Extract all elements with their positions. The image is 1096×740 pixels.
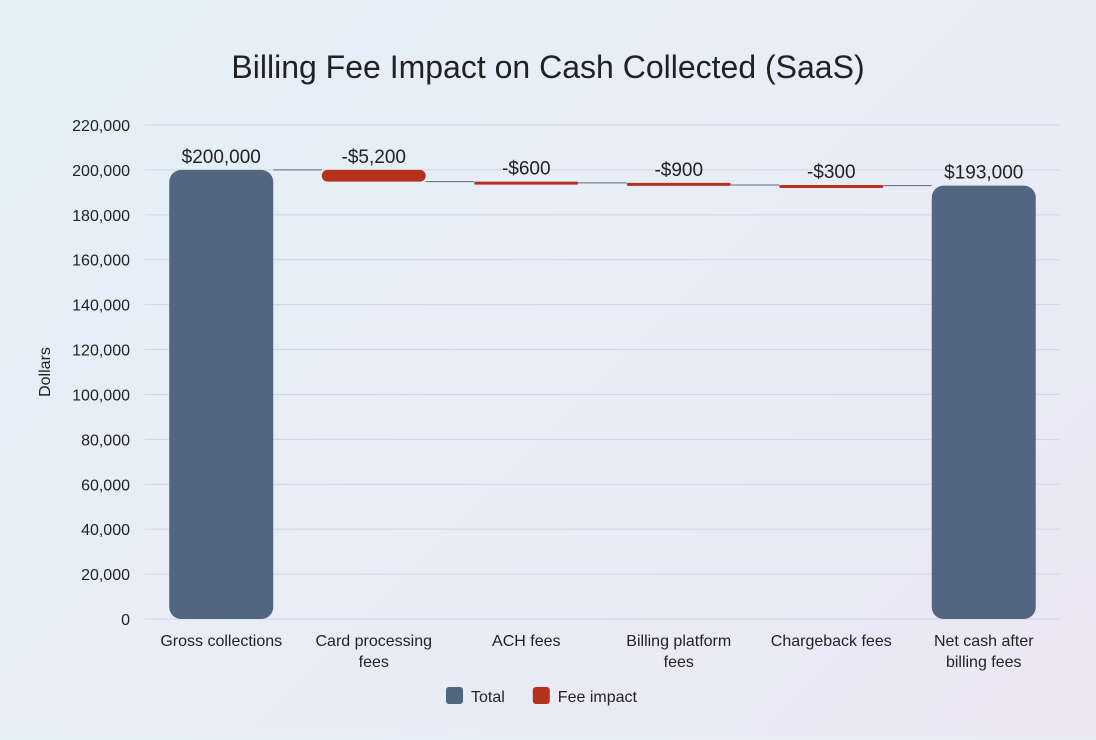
data-label: -$300 xyxy=(807,162,856,183)
y-tick-label: 180,000 xyxy=(72,208,130,225)
x-tick-label: Card processing xyxy=(316,633,433,650)
x-tick-label: fees xyxy=(359,654,389,671)
total-bar xyxy=(931,185,1036,620)
legend-swatch-fee xyxy=(532,687,550,704)
x-tick-label: ACH fees xyxy=(492,633,560,650)
data-label: -$900 xyxy=(654,160,703,181)
legend-swatch-total xyxy=(446,687,463,704)
data-label: -$600 xyxy=(502,159,551,180)
legend-label: Fee impact xyxy=(558,689,638,706)
y-tick-label: 40,000 xyxy=(81,522,130,539)
y-tick-label: 80,000 xyxy=(81,432,130,449)
y-tick-label: 160,000 xyxy=(72,253,130,270)
y-tick-label: 60,000 xyxy=(81,477,130,494)
total-bar xyxy=(169,169,274,619)
fee-bar xyxy=(626,182,731,186)
y-tick-label: 120,000 xyxy=(72,343,130,360)
x-tick-label: Chargeback fees xyxy=(771,633,892,650)
y-tick-label: 220,000 xyxy=(72,118,130,135)
fee-bar xyxy=(779,184,884,188)
fee-bar xyxy=(321,169,426,182)
data-label: -$5,200 xyxy=(342,147,406,168)
data-label: $193,000 xyxy=(944,163,1023,184)
y-tick-label: 200,000 xyxy=(72,163,130,180)
x-tick-label: Gross collections xyxy=(160,633,282,650)
x-tick-label: Billing platform xyxy=(626,633,731,650)
y-tick-label: 100,000 xyxy=(72,387,130,404)
x-tick-label: billing fees xyxy=(946,654,1022,671)
y-tick-label: 140,000 xyxy=(72,298,130,315)
y-tick-label: 0 xyxy=(121,612,130,629)
x-tick-label: Net cash after xyxy=(934,633,1034,650)
fee-bar xyxy=(474,181,579,185)
chart-title: Billing Fee Impact on Cash Collected (Sa… xyxy=(231,49,864,85)
y-axis-label: Dollars xyxy=(37,347,54,397)
data-label: $200,000 xyxy=(182,147,261,168)
legend-label: Total xyxy=(471,689,505,706)
y-tick-label: 20,000 xyxy=(81,567,130,584)
x-tick-label: fees xyxy=(664,654,694,671)
